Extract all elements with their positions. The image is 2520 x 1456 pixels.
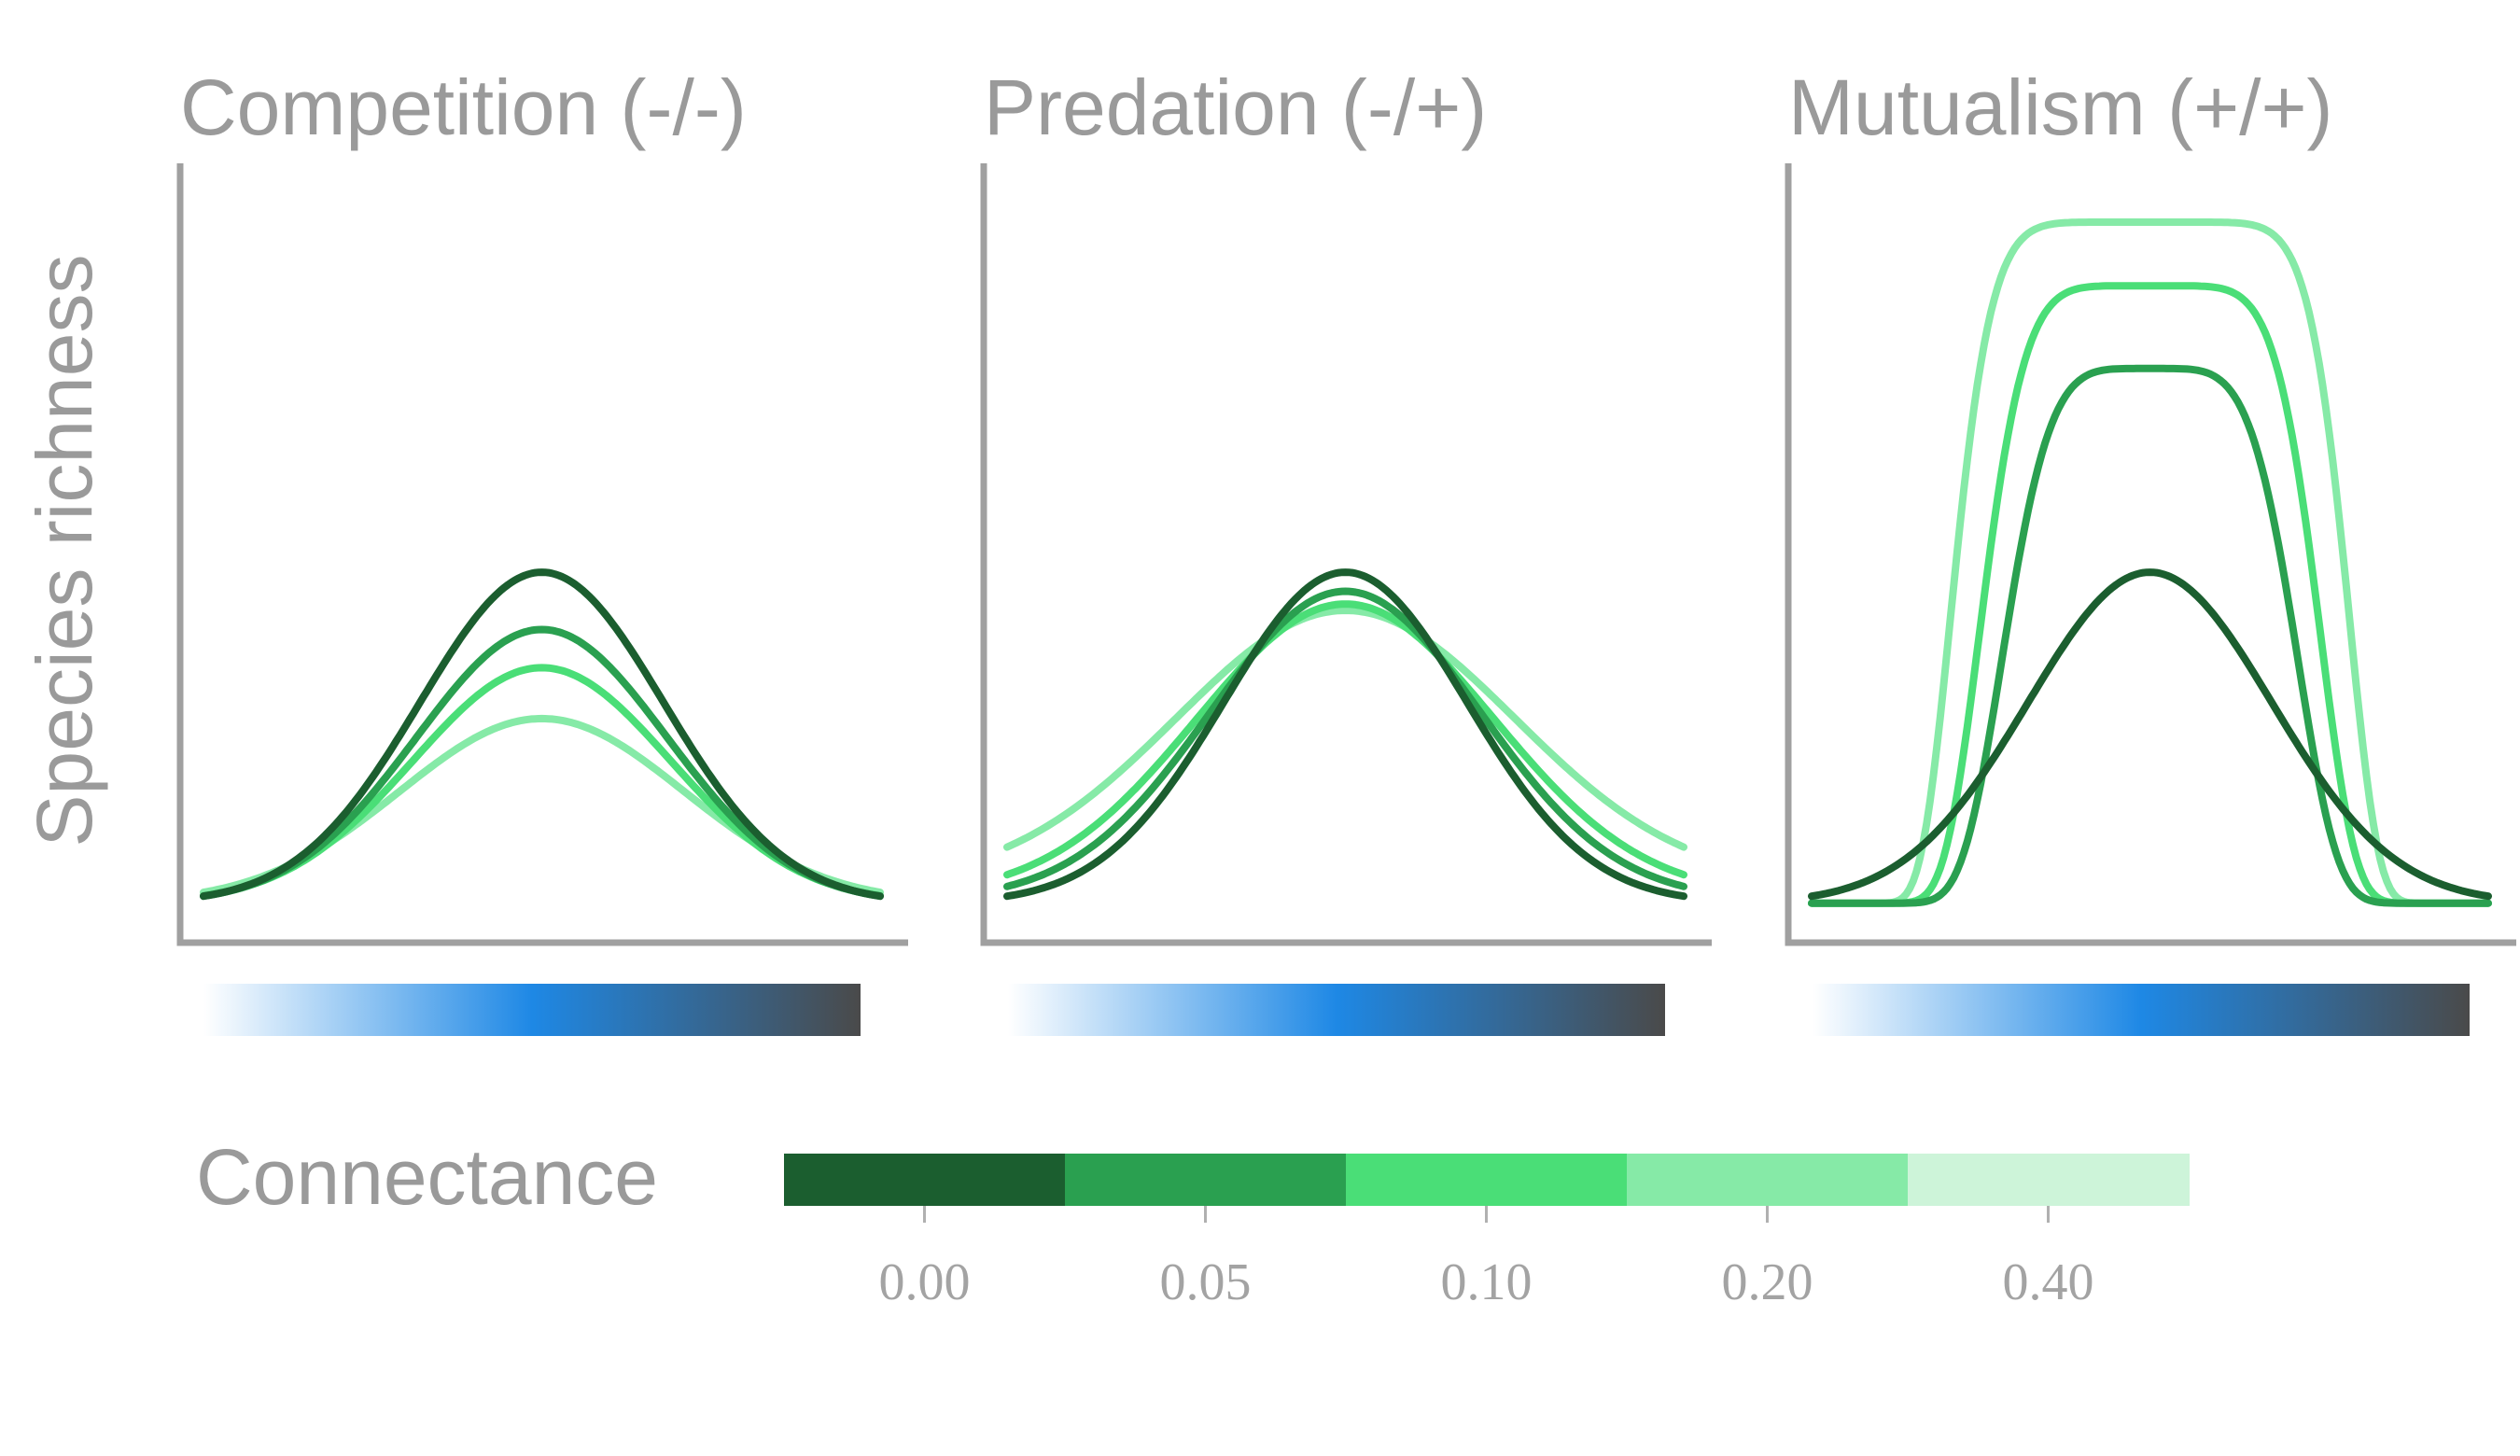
legend-tick-label: 0.20: [1722, 1253, 1813, 1311]
series-line-connectance-0.00: [1003, 568, 1687, 901]
legend-ticks: 0.00 0.05 0.10 0.20 0.40: [879, 1206, 2094, 1311]
x-gradient-bar-mutualism: [1813, 984, 2470, 1036]
legend-title: Connectance: [196, 1133, 658, 1221]
series-line-connectance-0.20: [200, 714, 884, 897]
legend-tick-label: 0.00: [879, 1253, 971, 1311]
legend-swatch-0.20: [1627, 1154, 1909, 1206]
panel-predation: Predation (-/+): [980, 63, 1712, 1036]
connectance-legend: Connectance 0.00 0.05 0.10 0.20 0.40: [196, 1133, 2190, 1311]
series-line-connectance-0.20: [1808, 218, 2492, 907]
axes-mutualism: [1785, 163, 2516, 946]
curves-competition: [200, 568, 884, 901]
curves-mutualism: [1808, 218, 2492, 907]
series-line-connectance-0.00: [200, 568, 884, 901]
legend-swatch-0.40: [1908, 1154, 2190, 1206]
legend-swatch-0.10: [1346, 1154, 1628, 1206]
curves-predation: [1003, 568, 1687, 901]
panel-title-predation: Predation (-/+): [984, 63, 1487, 151]
series-line-connectance-0.05: [1808, 364, 2492, 907]
axes-competition: [176, 163, 908, 946]
axes-predation: [980, 163, 1712, 946]
x-gradient-bar-competition: [203, 984, 861, 1036]
legend-swatches: [784, 1154, 2190, 1206]
panel-competition: Competition (-/-): [176, 63, 908, 1036]
legend-swatch-0.00: [784, 1154, 1066, 1206]
series-line-connectance-0.05: [200, 625, 884, 901]
y-axis-label: Species richness: [21, 255, 108, 847]
legend-tick-label: 0.05: [1160, 1253, 1252, 1311]
series-line-connectance-0.05: [1003, 587, 1687, 890]
panel-title-competition: Competition (-/-): [180, 63, 747, 151]
series-line-connectance-0.10: [1808, 282, 2492, 907]
legend-tick-label: 0.40: [2003, 1253, 2094, 1311]
series-line-connectance-0.20: [1003, 607, 1687, 851]
series-line-connectance-0.00: [1808, 568, 2492, 901]
panel-title-mutualism: Mutualism (+/+): [1788, 63, 2333, 151]
panel-mutualism: Mutualism (+/+): [1785, 63, 2516, 1036]
legend-tick-label: 0.10: [1441, 1253, 1533, 1311]
x-gradient-bar-predation: [1008, 984, 1665, 1036]
legend-swatch-0.05: [1065, 1154, 1347, 1206]
series-line-connectance-0.10: [1003, 600, 1687, 879]
